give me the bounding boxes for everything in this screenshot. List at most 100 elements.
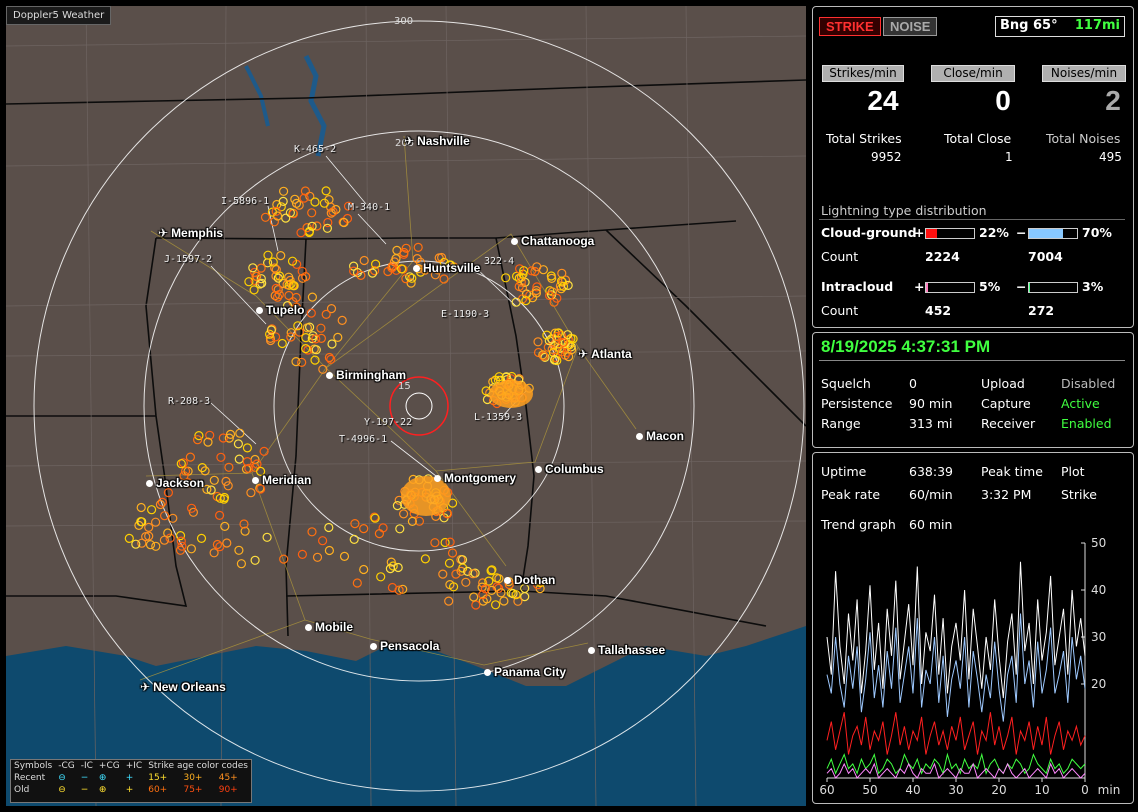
- storm-cell-label[interactable]: 322-4: [484, 256, 515, 267]
- cg-positive-pct: 22%: [979, 225, 1009, 240]
- peak-rate-label: Peak rate: [821, 487, 881, 502]
- city-label-atlanta: ✈ Atlanta: [578, 347, 632, 361]
- series-line-3: [826, 752, 1086, 775]
- series-line-0: [826, 561, 1086, 699]
- minus-icon: −: [80, 773, 89, 783]
- ic-minus-sign: −: [1016, 279, 1027, 294]
- total-strikes-label: Total Strikes: [826, 131, 902, 146]
- city-name: Tallahassee: [598, 643, 666, 657]
- strike-button[interactable]: STRIKE: [819, 17, 881, 36]
- storm-cell-label[interactable]: T-4996-1: [339, 434, 388, 445]
- storm-cell-label[interactable]: L-1359-3: [474, 412, 523, 423]
- close-per-min-value: 0: [995, 85, 1011, 116]
- city-dot-icon: [146, 480, 153, 488]
- strike-markers: [124, 186, 578, 610]
- legend-age-label: Strike age color codes: [148, 761, 248, 771]
- x-tick-label: 60: [819, 783, 834, 797]
- x-tick-label: 40: [905, 783, 920, 797]
- legend-old-label: Old: [14, 785, 30, 795]
- cg-negative-bar-fill: [1029, 229, 1063, 238]
- trend-graph-label: Trend graph: [821, 517, 896, 532]
- cg-positive-bar-fill: [926, 229, 937, 238]
- storm-cell-label[interactable]: I-5896-1: [221, 196, 270, 207]
- strike-stats-panel: STRIKE NOISE Bng 65° 117mi Strikes/min C…: [812, 6, 1134, 328]
- close-range-ring: [389, 376, 449, 436]
- storm-cell-label[interactable]: E-1190-3: [441, 309, 490, 320]
- range-label: Range: [821, 416, 861, 431]
- distribution-title: Lightning type distribution: [821, 203, 987, 218]
- minus-icon: −: [80, 785, 89, 795]
- lake-tn: [303, 54, 327, 157]
- y-tick-label: 20: [1091, 677, 1106, 691]
- ic-negative-bar-fill: [1029, 283, 1031, 292]
- peak-time-label: Peak time: [981, 464, 1043, 479]
- divider: [819, 219, 1125, 220]
- airport-icon: ✈: [158, 226, 169, 240]
- city-dot-icon: [326, 372, 333, 380]
- storm-cell-label[interactable]: Y-197-22: [364, 417, 413, 428]
- city-dot-icon: [305, 624, 312, 632]
- ic-negative-bar: [1028, 282, 1078, 293]
- city-name: Pensacola: [380, 639, 440, 653]
- city-dot-icon: [256, 307, 263, 315]
- y-tick-label: 50: [1091, 536, 1106, 550]
- y-tick-label: 30: [1091, 630, 1106, 644]
- ic-positive-bar: [925, 282, 975, 293]
- city-label-columbus: Columbus: [535, 462, 604, 476]
- minus-circle-icon: ⊖: [58, 785, 66, 795]
- cg-count-label: Count: [821, 249, 859, 264]
- city-dot-icon: [511, 238, 518, 246]
- trend-panel: Uptime 638:39 Peak time Plot Peak rate 6…: [812, 452, 1134, 804]
- legend-recent-age-3: 45+: [218, 773, 238, 783]
- noises-per-min-value: 2: [1105, 85, 1121, 116]
- city-label-pensacola: Pensacola: [370, 639, 439, 653]
- legend-header-pos-cg: +CG: [98, 761, 120, 771]
- receiver-value: Enabled: [1061, 416, 1112, 431]
- plot-value[interactable]: Strike: [1061, 487, 1097, 502]
- lake-ky: [244, 65, 270, 127]
- total-noises-label: Total Noises: [1046, 131, 1121, 146]
- city-dot-icon: [588, 647, 595, 655]
- storm-cell-label[interactable]: M-340-1: [348, 202, 391, 213]
- series-line-1: [826, 613, 1086, 722]
- cg-positive-bar: [925, 228, 975, 239]
- radar-map[interactable]: Doppler5 Weather 300 205 15 ✈ Nashville ✈ M…: [6, 6, 806, 806]
- storm-cell-label[interactable]: K-465-2: [294, 144, 337, 155]
- ring-label-205: 205: [395, 138, 415, 149]
- x-tick-label: 0: [1081, 783, 1089, 797]
- upload-value: Disabled: [1061, 376, 1116, 391]
- legend-old-age-2: 75+: [183, 785, 203, 795]
- city-dot-icon: [484, 669, 491, 677]
- storm-cell-label[interactable]: R-208-3: [168, 396, 211, 407]
- city-label-chattanooga: Chattanooga: [511, 234, 594, 248]
- city-dot-icon: [535, 466, 542, 474]
- ring-label-300: 300: [394, 16, 414, 27]
- city-name: Panama City: [494, 665, 567, 679]
- plus-icon: +: [125, 773, 134, 783]
- city-name: New Orleans: [153, 680, 226, 694]
- squelch-label: Squelch: [821, 376, 871, 391]
- highways: [139, 135, 637, 681]
- divider: [819, 360, 1125, 361]
- noise-button[interactable]: NOISE: [883, 17, 938, 36]
- x-axis-label: min: [1098, 783, 1121, 797]
- range-rings: [33, 20, 805, 792]
- total-strikes-value: 9952: [871, 150, 902, 164]
- city-label-memphis: ✈ Memphis: [158, 226, 223, 240]
- peak-time-value: 3:32 PM: [981, 487, 1032, 502]
- legend-old-age-3: 90+: [218, 785, 238, 795]
- city-label-macon: Macon: [636, 429, 684, 443]
- city-label-new-orleans: ✈ New Orleans: [140, 680, 226, 694]
- city-name: Huntsville: [423, 261, 481, 275]
- uptime-label: Uptime: [821, 464, 867, 479]
- storm-tracks: [210, 155, 527, 477]
- city-name: Memphis: [171, 226, 224, 240]
- cg-negative-count: 7004: [1028, 249, 1063, 264]
- ic-plus-sign: +: [914, 279, 925, 294]
- city-label-tallahassee: Tallahassee: [588, 643, 665, 657]
- squelch-value: 0: [909, 376, 917, 391]
- total-close-label: Total Close: [944, 131, 1012, 146]
- close-per-min-label: Close/min: [931, 65, 1015, 82]
- storm-cell-label[interactable]: J-1597-2: [164, 254, 213, 265]
- x-tick-label: 30: [948, 783, 963, 797]
